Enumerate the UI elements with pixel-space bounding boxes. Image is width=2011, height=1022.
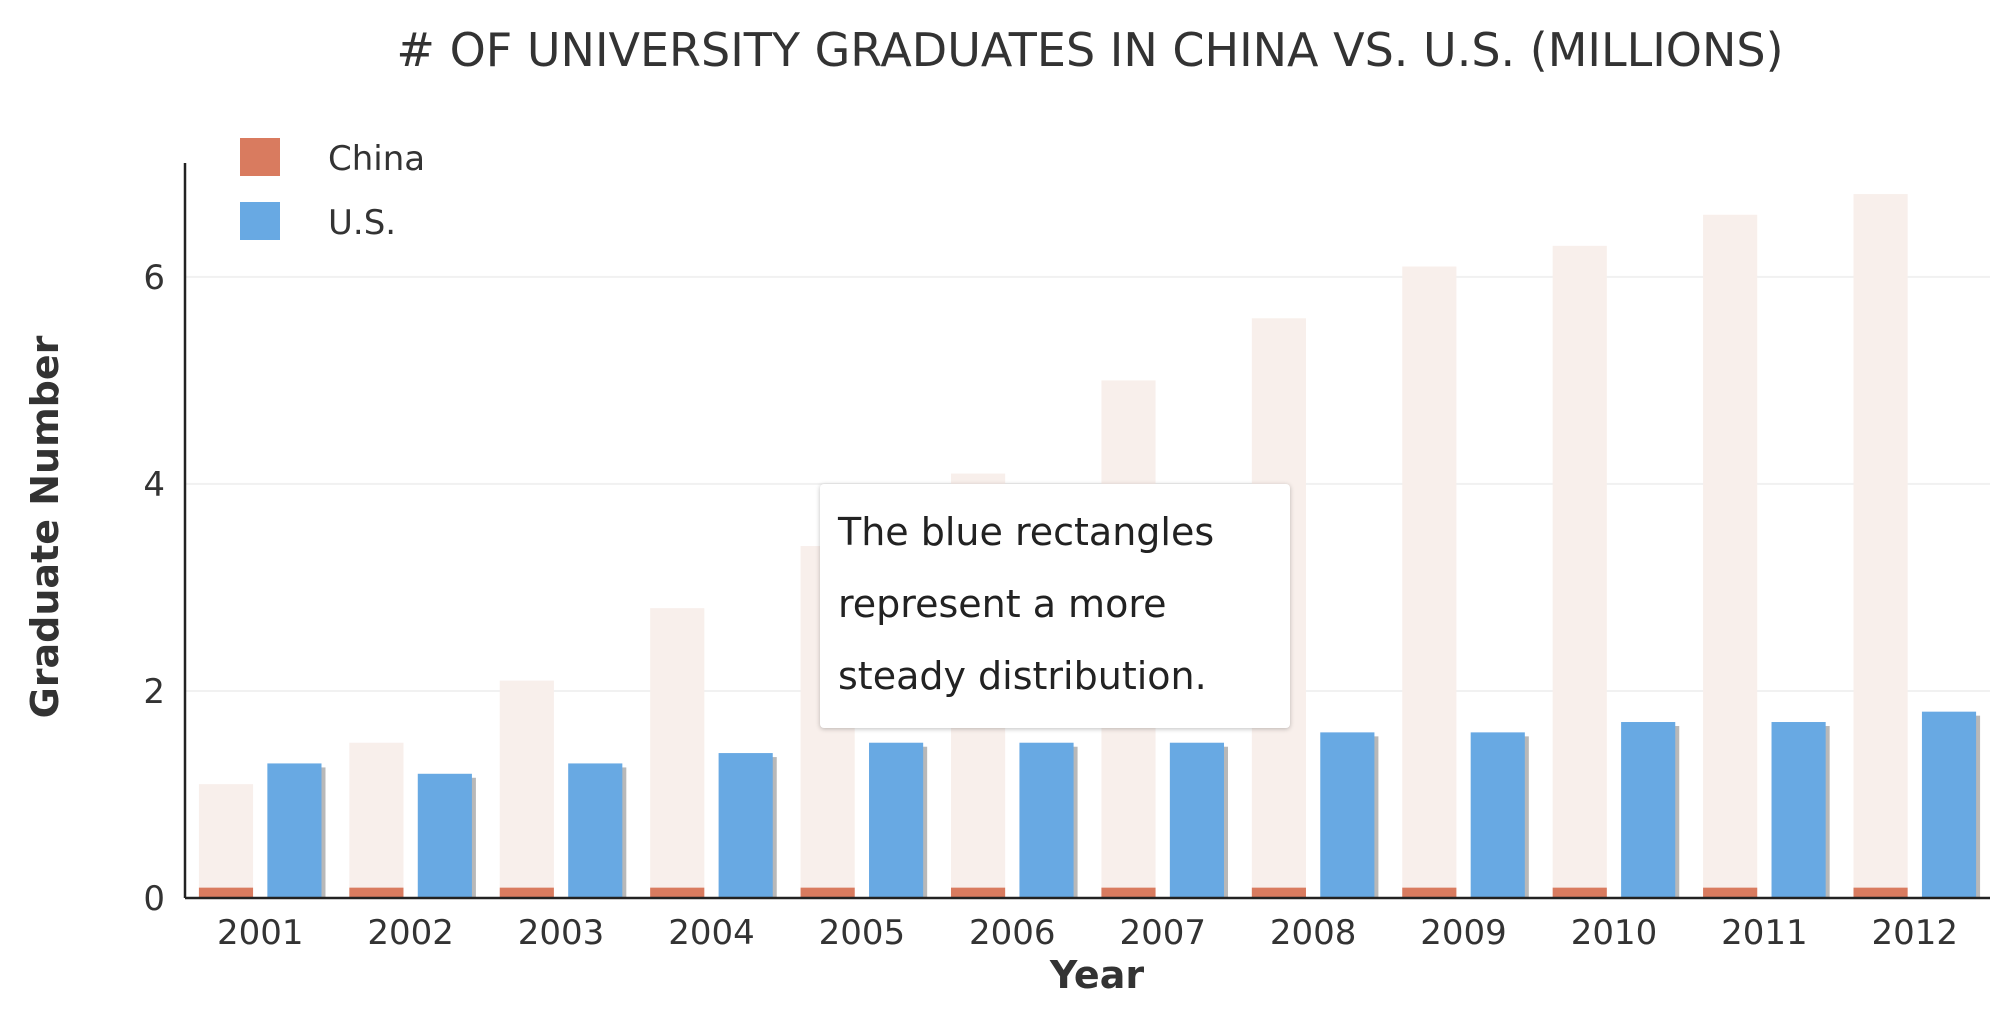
x-tick-label-2009: 2009 — [1420, 913, 1507, 953]
y-tick-labels: 0 2 4 6 — [143, 258, 165, 919]
us-bar-2010 — [1621, 722, 1676, 898]
china-ghost-bar-2009 — [1402, 266, 1457, 898]
x-tick-label-2007: 2007 — [1119, 913, 1206, 953]
china-bar-2001 — [198, 887, 254, 898]
annotation-line-1: The blue rectangles — [838, 510, 1215, 554]
china-ghost-bar-2004 — [650, 608, 705, 898]
china-ghost-bar-2003 — [499, 680, 554, 898]
legend: China U.S. — [240, 138, 425, 243]
legend-label-us: U.S. — [328, 203, 396, 243]
x-tick-label-2002: 2002 — [367, 913, 454, 953]
us-bar-2006 — [1019, 742, 1074, 898]
x-tick-label-2006: 2006 — [969, 913, 1056, 953]
china-bar-2005 — [800, 887, 855, 898]
china-ghost-bar-2010 — [1552, 245, 1607, 898]
legend-label-china: China — [328, 139, 425, 179]
y-axis-title: Graduate Number — [23, 335, 67, 718]
china-bar-2008 — [1251, 887, 1306, 898]
us-bar-2009 — [1470, 732, 1525, 898]
x-tick-label-2010: 2010 — [1571, 913, 1658, 953]
y-tick-label: 2 — [143, 672, 165, 712]
us-bar-2004 — [718, 753, 773, 898]
china-bar-2012 — [1853, 887, 1908, 898]
china-ghost-bar-2002 — [349, 742, 404, 898]
china-bar-2006 — [950, 887, 1006, 898]
us-bar-2007 — [1169, 742, 1225, 898]
china-ghost-bar-2011 — [1703, 214, 1758, 898]
legend-swatch-china — [240, 138, 280, 176]
x-tick-label-2008: 2008 — [1270, 913, 1357, 953]
us-bar-2011 — [1771, 722, 1826, 898]
x-axis-title: Year — [1049, 953, 1144, 997]
legend-swatch-us — [240, 202, 280, 240]
x-tick-label-2003: 2003 — [518, 913, 605, 953]
china-ghost-bar-2001 — [198, 784, 254, 898]
china-bar-2009 — [1402, 887, 1457, 898]
x-tick-label-2012: 2012 — [1872, 913, 1959, 953]
y-tick-label: 6 — [143, 258, 165, 298]
annotation-line-3: steady distribution. — [838, 654, 1207, 698]
us-bar-2008 — [1320, 732, 1375, 898]
us-bar-2002 — [417, 773, 472, 898]
y-tick-label: 0 — [143, 879, 165, 919]
us-bar-2005 — [869, 742, 924, 898]
annotation-line-2: represent a more — [838, 582, 1167, 626]
chart-title: # OF UNIVERSITY GRADUATES IN CHINA VS. U… — [396, 23, 1783, 77]
china-bar-2007 — [1101, 887, 1156, 898]
china-bar-2010 — [1552, 887, 1607, 898]
china-bar-2011 — [1703, 887, 1758, 898]
china-bar-2002 — [349, 887, 404, 898]
us-bar-2001 — [267, 763, 322, 898]
y-tick-label: 4 — [143, 465, 165, 505]
china-bar-2004 — [650, 887, 705, 898]
x-tick-label-2005: 2005 — [819, 913, 906, 953]
x-tick-label-2004: 2004 — [668, 913, 755, 953]
china-ghost-bar-2012 — [1853, 194, 1908, 898]
us-bar-2012 — [1921, 711, 1977, 898]
x-tick-label-2011: 2011 — [1721, 913, 1808, 953]
x-tick-labels: 2001 2002 2003 2004 2005 2006 2007 2008 2009 2010… — [217, 913, 1958, 953]
annotation-tooltip: The blue rectangles represent a more ste… — [820, 484, 1290, 728]
us-bar-2003 — [568, 763, 623, 898]
x-tick-label-2001: 2001 — [217, 913, 304, 953]
bars — [198, 711, 1981, 898]
china-bar-2003 — [499, 887, 554, 898]
